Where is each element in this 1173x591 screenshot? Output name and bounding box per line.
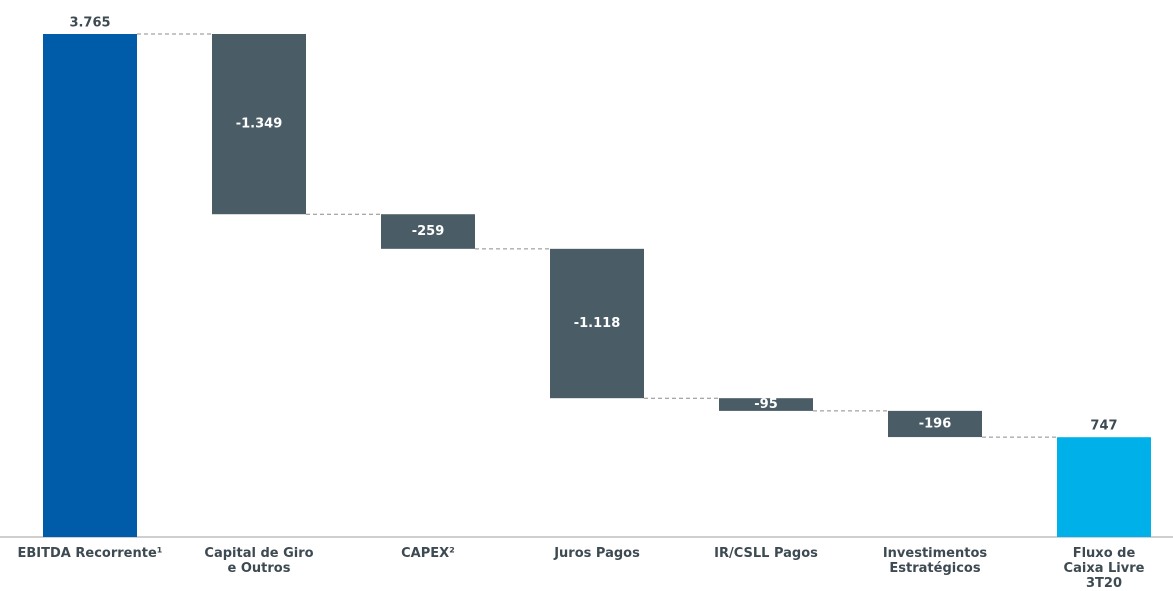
bar	[43, 34, 137, 537]
bar	[550, 248, 644, 399]
category-label: Fluxo de Caixa Livre 3T20	[1063, 546, 1145, 591]
bar	[381, 214, 475, 249]
category-label: CAPEX²	[401, 546, 455, 561]
bar	[888, 410, 982, 438]
value-label: -196	[919, 416, 952, 431]
bar	[1057, 437, 1151, 537]
bar	[719, 398, 813, 411]
value-label: 747	[1090, 419, 1117, 434]
bar	[212, 34, 306, 215]
category-label: EBITDA Recorrente¹	[17, 546, 163, 561]
value-label: -1.118	[574, 316, 621, 331]
value-label: -1.349	[236, 117, 283, 132]
value-label: -259	[412, 224, 445, 239]
value-label: -95	[754, 397, 778, 412]
category-label: Investimentos Estratégicos	[882, 546, 988, 576]
category-label: Capital de Giro e Outros	[204, 546, 314, 576]
category-label: IR/CSLL Pagos	[714, 546, 818, 561]
value-label: 3.765	[69, 16, 110, 31]
category-label: Juros Pagos	[554, 546, 640, 561]
